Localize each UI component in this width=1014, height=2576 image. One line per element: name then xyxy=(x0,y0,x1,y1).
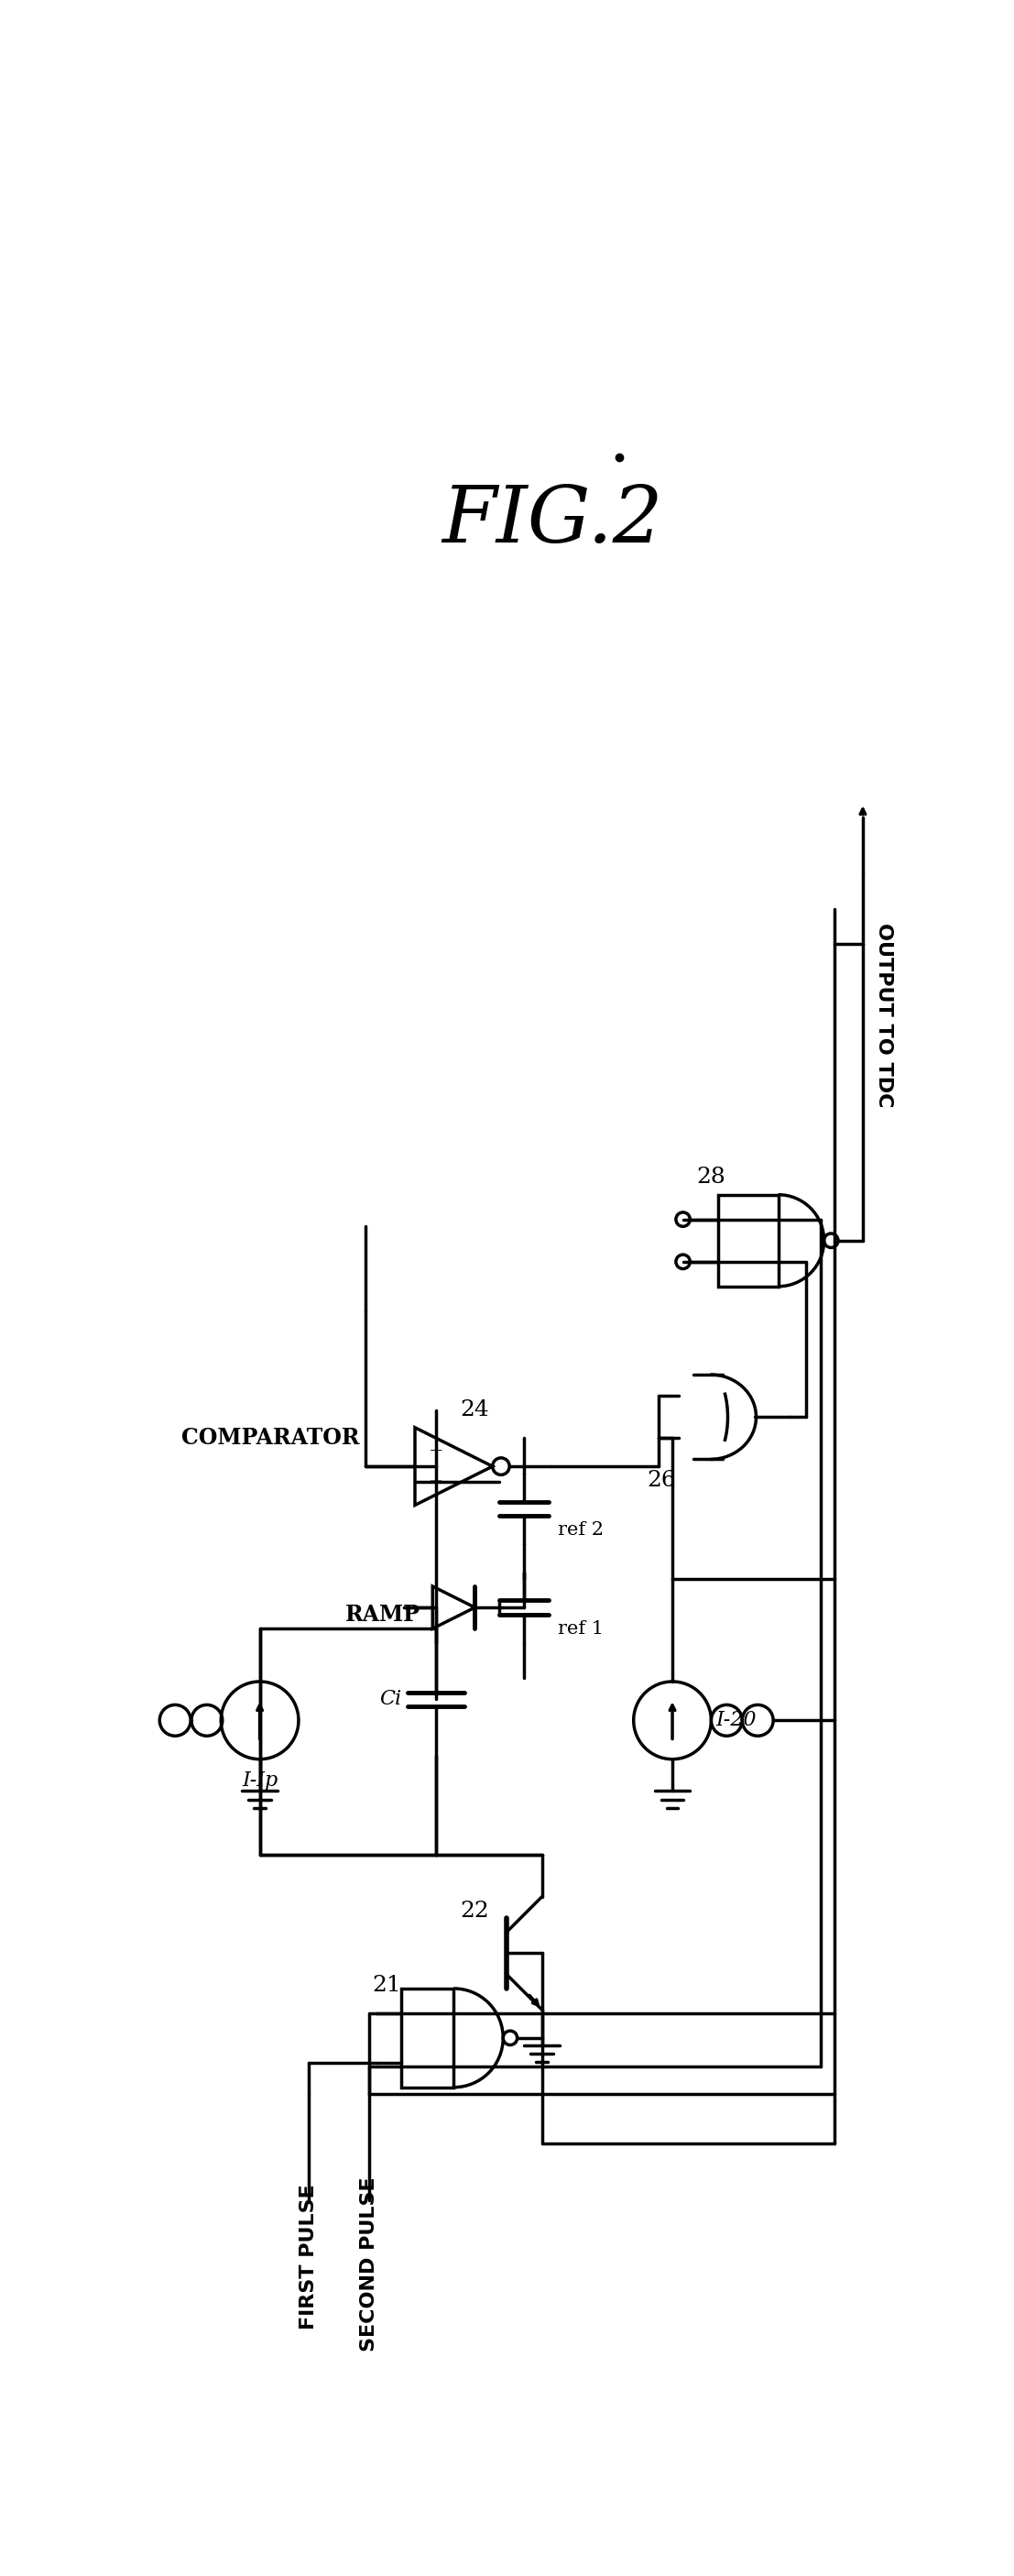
Text: 28: 28 xyxy=(697,1167,726,1188)
Text: FIRST PULSE: FIRST PULSE xyxy=(300,2184,318,2329)
Text: COMPARATOR: COMPARATOR xyxy=(182,1427,359,1450)
Text: +: + xyxy=(429,1443,444,1458)
Text: 26: 26 xyxy=(647,1471,676,1492)
Text: FIG.2: FIG.2 xyxy=(442,482,663,559)
Text: ref 2: ref 2 xyxy=(558,1522,603,1538)
Text: I-20: I-20 xyxy=(716,1710,756,1731)
Text: OUTPUT TO TDC: OUTPUT TO TDC xyxy=(875,922,893,1108)
Text: ref 1: ref 1 xyxy=(558,1620,603,1638)
Text: 22: 22 xyxy=(460,1901,490,1922)
Text: 24: 24 xyxy=(460,1399,490,1419)
Text: SECOND PULSE: SECOND PULSE xyxy=(360,2177,378,2352)
Text: −: − xyxy=(429,1473,443,1489)
Text: 21: 21 xyxy=(372,1973,402,1996)
Text: Ci: Ci xyxy=(379,1690,402,1710)
Bar xyxy=(718,1195,778,1285)
Text: I-Ip: I-Ip xyxy=(241,1770,278,1790)
Bar xyxy=(401,1989,453,2087)
Text: RAMP: RAMP xyxy=(346,1602,421,1625)
